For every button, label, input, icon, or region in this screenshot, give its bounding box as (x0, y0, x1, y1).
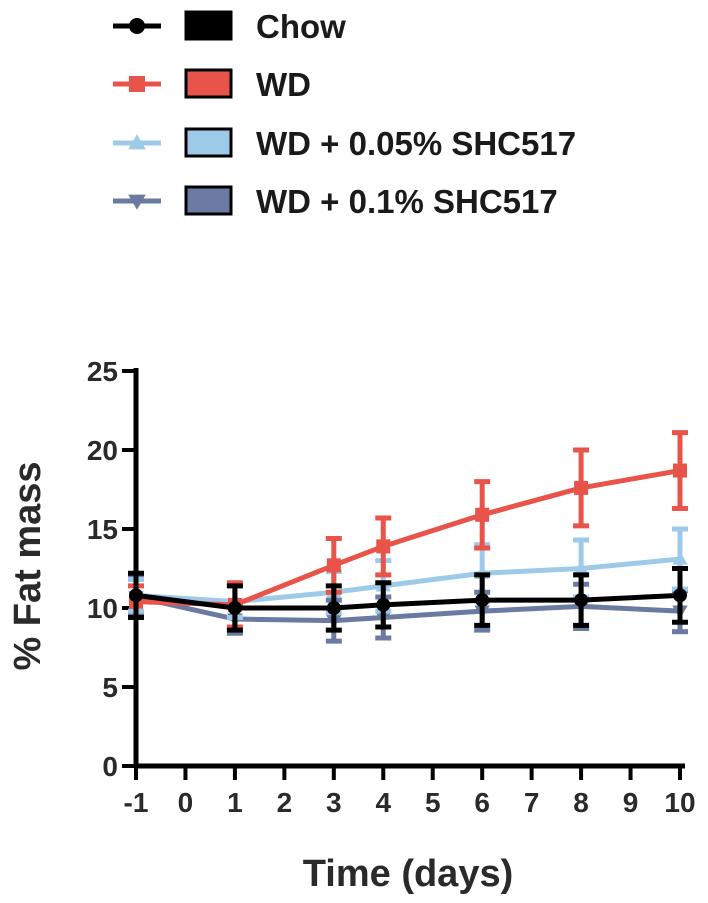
series-wd-0-1-shc517 (128, 575, 688, 644)
legend-label: Chow (256, 8, 346, 45)
series-chow (128, 566, 688, 633)
legend-swatch (184, 10, 233, 41)
y-axis-title: % Fat mass (7, 461, 49, 670)
x-tick-label: 7 (524, 787, 540, 818)
legend-item-wd-0-05-shc517: WD + 0.05% SHC517 (113, 125, 576, 162)
data-point (673, 463, 687, 478)
y-tick-label: 5 (102, 672, 118, 703)
data-point (227, 601, 242, 615)
legend-marker (128, 194, 146, 210)
y-tick-label: 10 (87, 593, 118, 624)
legend: Chow WD WD + 0.05% SHC517 WD + 0.1% SHC517 (113, 8, 576, 220)
x-tick-label: 6 (474, 787, 490, 818)
data-point (129, 588, 143, 603)
y-tick-label: 0 (102, 751, 118, 782)
x-tick-label: -1 (124, 787, 149, 818)
data-point (475, 507, 490, 522)
x-tick-label: 8 (573, 787, 589, 818)
x-ticks: -1 0 1 2 3 4 5 6 7 8 9 10 (124, 766, 696, 818)
x-tick-label: 10 (664, 787, 695, 818)
legend-label: WD (256, 66, 311, 103)
x-tick-label: 5 (425, 787, 441, 818)
data-point (376, 539, 391, 554)
x-axis-title: Time (days) (303, 853, 513, 895)
x-tick-label: 0 (178, 787, 194, 818)
y-tick-label: 25 (87, 356, 118, 387)
legend-swatch (184, 127, 233, 158)
x-tick-label: 9 (623, 787, 639, 818)
axes (133, 368, 685, 769)
data-point (376, 597, 391, 612)
y-ticks: 0 5 10 15 20 25 (87, 356, 136, 782)
legend-marker (129, 76, 145, 92)
legend-item-chow: Chow (113, 8, 346, 45)
legend-label: WD + 0.1% SHC517 (256, 183, 558, 220)
x-tick-label: 2 (277, 787, 293, 818)
series-line (135, 556, 681, 605)
x-tick-label: 1 (227, 787, 243, 818)
legend-swatch (184, 68, 233, 99)
series (128, 430, 688, 644)
legend-marker (128, 134, 146, 150)
data-point (574, 593, 589, 608)
data-point (573, 560, 589, 575)
data-point (475, 593, 490, 608)
legend-swatch (184, 185, 233, 216)
legend-label: WD + 0.05% SHC517 (256, 125, 576, 162)
data-point (574, 480, 589, 495)
y-tick-label: 20 (87, 435, 118, 466)
y-tick-label: 15 (87, 514, 118, 545)
x-tick-label: 3 (326, 787, 342, 818)
data-point (673, 588, 687, 603)
data-point (326, 601, 341, 615)
legend-item-wd: WD (113, 66, 311, 103)
legend-item-wd-0-1-shc517: WD + 0.1% SHC517 (113, 183, 558, 220)
x-tick-label: 4 (375, 787, 391, 818)
data-point (326, 558, 341, 573)
data-point (672, 551, 688, 565)
legend-marker (129, 18, 145, 34)
